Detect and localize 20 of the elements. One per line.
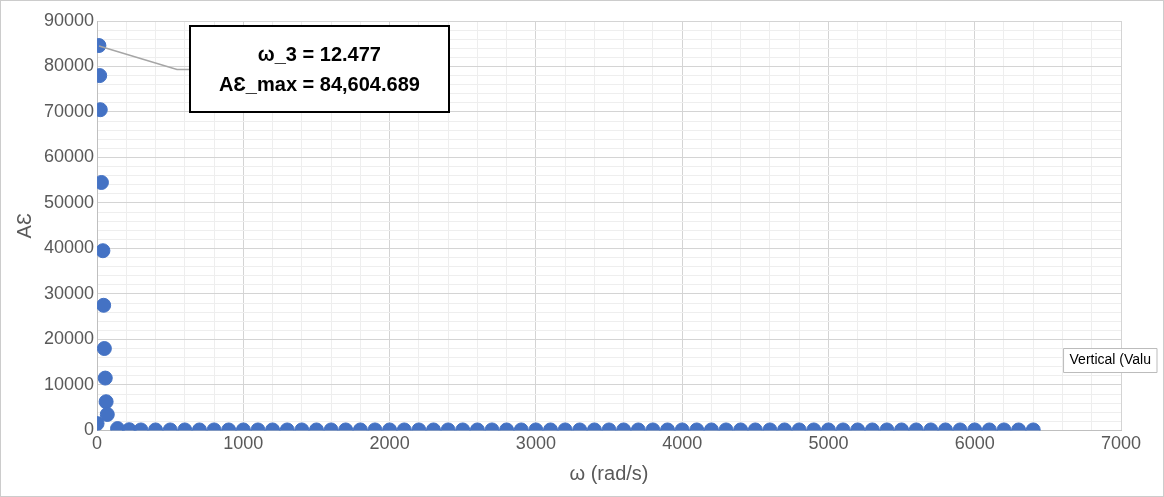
annotation: Vertical (Valu: [1069, 351, 1152, 368]
y-tick-label: 30000: [43, 282, 95, 303]
x-tick-label: 7000: [1100, 433, 1142, 454]
x-tick-label: 4000: [662, 433, 703, 454]
y-tick-label: 50000: [43, 191, 95, 212]
y-tick-label: 80000: [43, 55, 95, 76]
y-tick-label: 10000: [43, 373, 95, 394]
x-tick-label: 3000: [515, 433, 556, 454]
y-axis-title: AƐ: [12, 212, 35, 239]
y-tick-label: 40000: [43, 237, 95, 258]
y-tick-label: 90000: [43, 9, 95, 30]
x-tick-label: 2000: [369, 433, 410, 454]
x-tick-label: 1000: [223, 433, 264, 454]
annotation: ω_3 = 12.477 AƐ_max = 84,604.689: [218, 42, 420, 97]
x-tick-label: 6000: [954, 433, 995, 454]
y-tick-label: 20000: [43, 328, 95, 349]
y-tick-label: 60000: [43, 146, 95, 167]
x-tick-label: 5000: [808, 433, 849, 454]
x-axis-title: ω (rad/s): [569, 461, 649, 484]
y-tick-label: 70000: [43, 100, 95, 121]
